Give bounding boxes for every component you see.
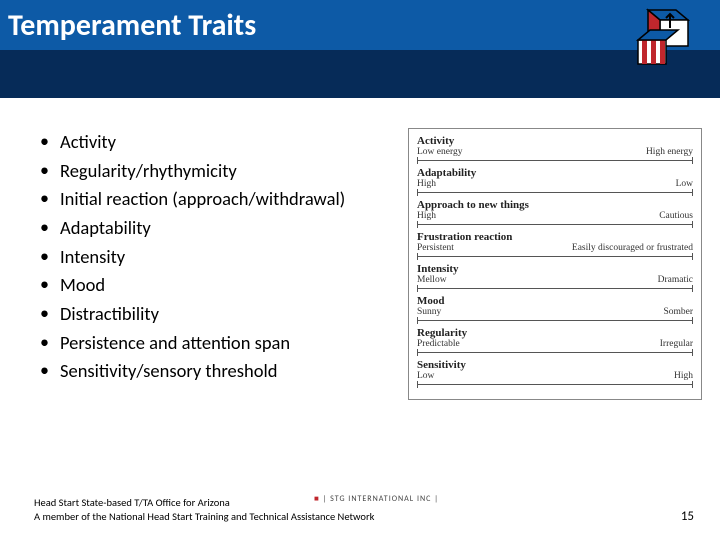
footer: Head Start State-based T/TA Office for A…: [34, 496, 694, 524]
scale-right: Dramatic: [658, 275, 693, 285]
scale-row: Adaptability High Low: [417, 167, 693, 193]
scale-title: Sensitivity: [417, 359, 693, 371]
title-bar: Temperament Traits: [0, 0, 720, 74]
list-item: Distractibility: [34, 300, 394, 329]
scale-row: Approach to new things High Cautious: [417, 199, 693, 225]
scale-title: Adaptability: [417, 167, 693, 179]
trait-scales-panel: Activity Low energy High energy Adaptabil…: [408, 128, 702, 400]
scale-right: High: [674, 371, 693, 381]
list-item: Activity: [34, 128, 394, 157]
scale-left: High: [417, 179, 436, 189]
footer-text: Head Start State-based T/TA Office for A…: [34, 496, 374, 524]
list-item: Persistence and attention span: [34, 329, 394, 358]
scale-row: Intensity Mellow Dramatic: [417, 263, 693, 289]
scale-title: Regularity: [417, 327, 693, 339]
scale-left: Predictable: [417, 339, 460, 349]
scale-right: Somber: [663, 307, 693, 317]
scale-line: [417, 192, 693, 193]
scale-row: Activity Low energy High energy: [417, 135, 693, 161]
scale-left: Sunny: [417, 307, 441, 317]
content-area: Activity Regularity/rhythymicity Initial…: [34, 128, 702, 400]
scale-left: Persistent: [417, 243, 454, 253]
scale-left: High: [417, 211, 436, 221]
scale-row: Frustration reaction Persistent Easily di…: [417, 231, 693, 257]
scale-title: Mood: [417, 295, 693, 307]
title-bar-main: Temperament Traits: [0, 0, 720, 50]
footer-line1: Head Start State-based T/TA Office for A…: [34, 496, 374, 510]
scale-right: Cautious: [659, 211, 693, 221]
scale-line: [417, 320, 693, 321]
scale-right: Irregular: [660, 339, 693, 349]
scale-line: [417, 288, 693, 289]
scale-title: Intensity: [417, 263, 693, 275]
list-item: Regularity/rhythymicity: [34, 157, 394, 186]
scale-left: Low: [417, 371, 434, 381]
scale-right: Easily discouraged or frustrated: [572, 243, 693, 253]
title-bar-lower: [0, 50, 720, 98]
scale-title: Frustration reaction: [417, 231, 693, 243]
scale-line: [417, 224, 693, 225]
scale-left: Low energy: [417, 147, 462, 157]
list-item: Initial reaction (approach/withdrawal): [34, 185, 394, 214]
scale-title: Approach to new things: [417, 199, 693, 211]
scale-line: [417, 384, 693, 385]
list-item: Adaptability: [34, 214, 394, 243]
scale-right: High energy: [646, 147, 693, 157]
list-item: Mood: [34, 271, 394, 300]
footer-line2: A member of the National Head Start Trai…: [34, 510, 374, 524]
page-title: Temperament Traits: [8, 7, 256, 44]
scale-left: Mellow: [417, 275, 447, 285]
list-item: Sensitivity/sensory threshold: [34, 357, 394, 386]
scale-right: Low: [676, 179, 693, 189]
scale-row: Mood Sunny Somber: [417, 295, 693, 321]
scale-row: Regularity Predictable Irregular: [417, 327, 693, 353]
cube-logo: [630, 6, 692, 68]
scale-title: Activity: [417, 135, 693, 147]
scale-line: [417, 256, 693, 257]
scale-row: Sensitivity Low High: [417, 359, 693, 385]
list-item: Intensity: [34, 243, 394, 272]
trait-bullet-list: Activity Regularity/rhythymicity Initial…: [34, 128, 394, 400]
page-number: 15: [681, 509, 694, 524]
scale-line: [417, 352, 693, 353]
scale-line: [417, 160, 693, 161]
